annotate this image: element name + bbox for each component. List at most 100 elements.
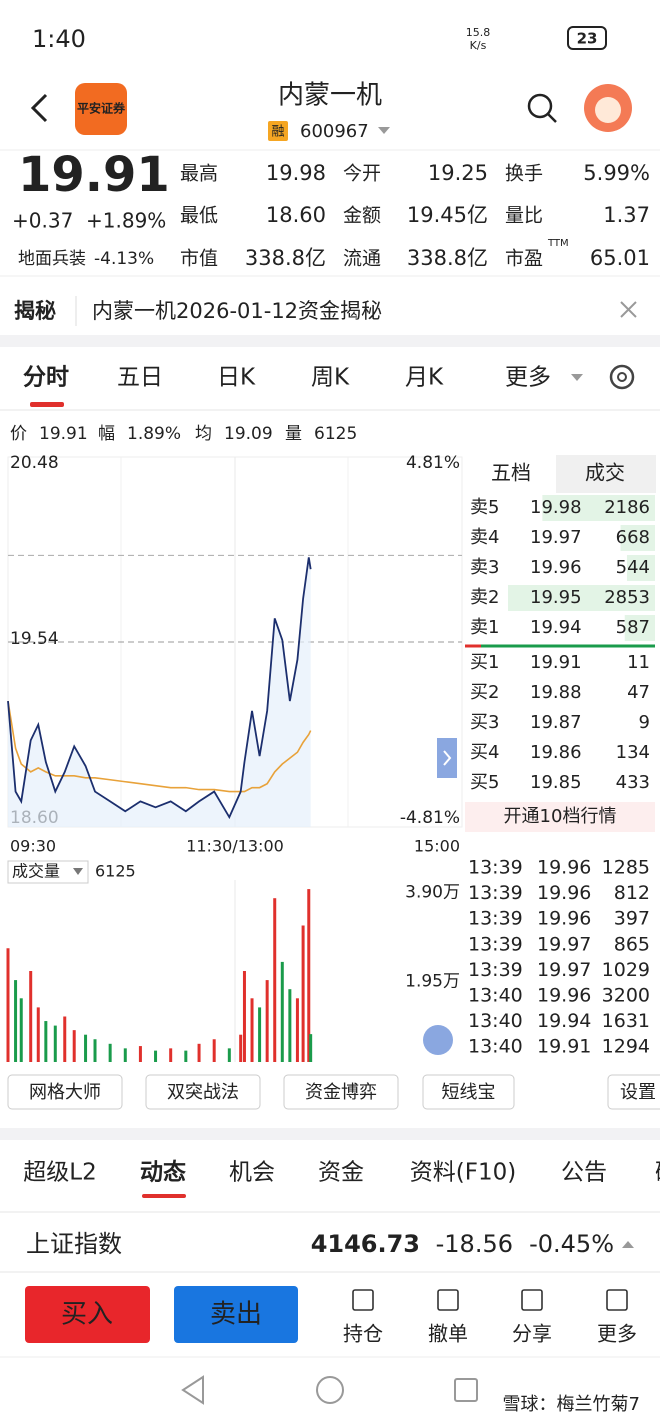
y2-tick-label: 4.81% [406, 453, 460, 473]
nav-recent[interactable] [454, 1378, 478, 1402]
info-label: 量 [285, 424, 302, 444]
trade-price: 19.96 [537, 908, 591, 930]
back-button[interactable] [30, 93, 48, 123]
stat-label: 最低 [180, 205, 218, 227]
trade-price: 19.96 [537, 857, 591, 879]
ask-volume: 2853 [604, 587, 650, 608]
stat-value: 338.8亿 [407, 246, 488, 270]
sell-label: 卖出 [210, 1300, 262, 1330]
upgrade-bg[interactable] [465, 802, 655, 832]
tool-button[interactable] [283, 1074, 399, 1110]
action-icon [606, 1289, 628, 1311]
section-gap [0, 1128, 660, 1140]
trade-price: 19.91 [537, 1036, 591, 1058]
y-tick-label: 19.54 [10, 629, 59, 649]
tool-button[interactable] [607, 1074, 660, 1110]
trade-volume: 3200 [602, 985, 650, 1007]
section-gap [0, 335, 660, 347]
trade-time: 13:39 [468, 882, 523, 904]
nav-back[interactable] [181, 1375, 204, 1405]
settings-button[interactable] [609, 364, 635, 390]
sell-button[interactable] [174, 1286, 298, 1343]
bid-price: 19.86 [530, 742, 582, 763]
stat-label: 市值 [180, 248, 218, 270]
info-tab[interactable]: 公告 [561, 1160, 607, 1186]
trade-volume: 1285 [602, 857, 650, 879]
trade-volume: 1631 [602, 1010, 650, 1032]
volume-bar [84, 1034, 88, 1062]
buy-label: 买入 [61, 1300, 113, 1330]
ask-label: 卖1 [470, 617, 499, 638]
book-tab[interactable]: 五档 [491, 461, 531, 485]
stat-label: 流通 [343, 248, 381, 270]
volume-bar [295, 998, 299, 1062]
action-icon [352, 1289, 374, 1311]
volume-selector[interactable] [7, 860, 89, 884]
info-label: 均 [195, 424, 212, 444]
net-speed: 15.8 [466, 26, 491, 39]
close-banner[interactable] [620, 301, 637, 318]
book-tab[interactable]: 成交 [585, 461, 625, 485]
chart-tab[interactable]: 更多 [505, 365, 551, 391]
trade-price: 19.96 [537, 985, 591, 1007]
tool-button[interactable] [422, 1074, 515, 1110]
info-tab[interactable]: 资金 [318, 1160, 364, 1186]
upgrade-link[interactable]: 开通10档行情 [504, 806, 617, 827]
action-label[interactable]: 持仓 [343, 1322, 383, 1346]
trade-price: 19.97 [537, 959, 591, 981]
margin-label: 融 [271, 125, 284, 140]
ask-volume: 668 [616, 527, 650, 548]
index-expand[interactable] [622, 1241, 634, 1248]
bid-label: 买1 [470, 652, 499, 673]
action-label[interactable]: 更多 [597, 1322, 637, 1346]
info-tab[interactable]: 研 [655, 1160, 660, 1186]
ask-label: 卖3 [470, 557, 499, 578]
trade-volume: 865 [614, 933, 650, 955]
trade-price: 19.94 [537, 1010, 591, 1032]
chart-tab[interactable]: 分时 [23, 365, 69, 391]
tool-button[interactable] [7, 1074, 123, 1110]
info-tab[interactable]: 动态 [140, 1159, 186, 1186]
chart-tab[interactable]: 五日 [117, 365, 163, 391]
expand-button[interactable] [437, 738, 457, 778]
bid-volume: 134 [616, 742, 650, 763]
info-tab[interactable]: 资料(F10) [410, 1160, 516, 1186]
stat-value: 5.99% [583, 161, 650, 185]
buy-button[interactable] [25, 1286, 150, 1343]
ask-price: 19.96 [530, 557, 582, 578]
tool-button[interactable] [145, 1074, 261, 1110]
info-value: 1.89% [127, 424, 181, 444]
chart-tab[interactable]: 周K [311, 365, 350, 391]
index-name: 上证指数 [26, 1230, 122, 1258]
info-tab[interactable]: 超级L2 [23, 1160, 96, 1186]
grid-link-button[interactable] [423, 1025, 453, 1055]
trade-time: 13:40 [468, 1036, 523, 1058]
active-tab-underline [142, 1194, 186, 1198]
volume-bar [63, 1016, 67, 1062]
price-area [8, 557, 311, 827]
code-dropdown[interactable] [378, 127, 390, 134]
stat-value: 19.45亿 [407, 203, 488, 227]
volume-bar [93, 1039, 97, 1062]
volume-dropdown [73, 868, 83, 875]
trade-time: 13:39 [468, 908, 523, 930]
bid-volume: 47 [627, 682, 650, 703]
banner-text[interactable]: 内蒙一机2026-01-12资金揭秘 [92, 299, 382, 323]
chart-tab[interactable]: 日K [217, 365, 256, 391]
volume-bar [14, 980, 18, 1062]
info-tab[interactable]: 机会 [229, 1160, 275, 1186]
action-label[interactable]: 分享 [512, 1322, 552, 1346]
ask-volume-bar [620, 525, 655, 551]
stat-label: 市盈 [505, 248, 543, 270]
more-dropdown[interactable] [571, 374, 583, 381]
stock-name: 内蒙一机 [278, 81, 382, 111]
volume-bar [309, 1034, 313, 1062]
chart-tab[interactable]: 月K [405, 365, 444, 391]
nav-home[interactable] [316, 1376, 344, 1404]
search-button[interactable] [527, 93, 553, 119]
y2-tick-label: -4.81% [400, 808, 460, 828]
action-label[interactable]: 撤单 [428, 1322, 468, 1346]
bid-price: 19.87 [530, 712, 582, 733]
volume-bar [250, 998, 254, 1062]
ask-label: 卖2 [470, 587, 499, 608]
